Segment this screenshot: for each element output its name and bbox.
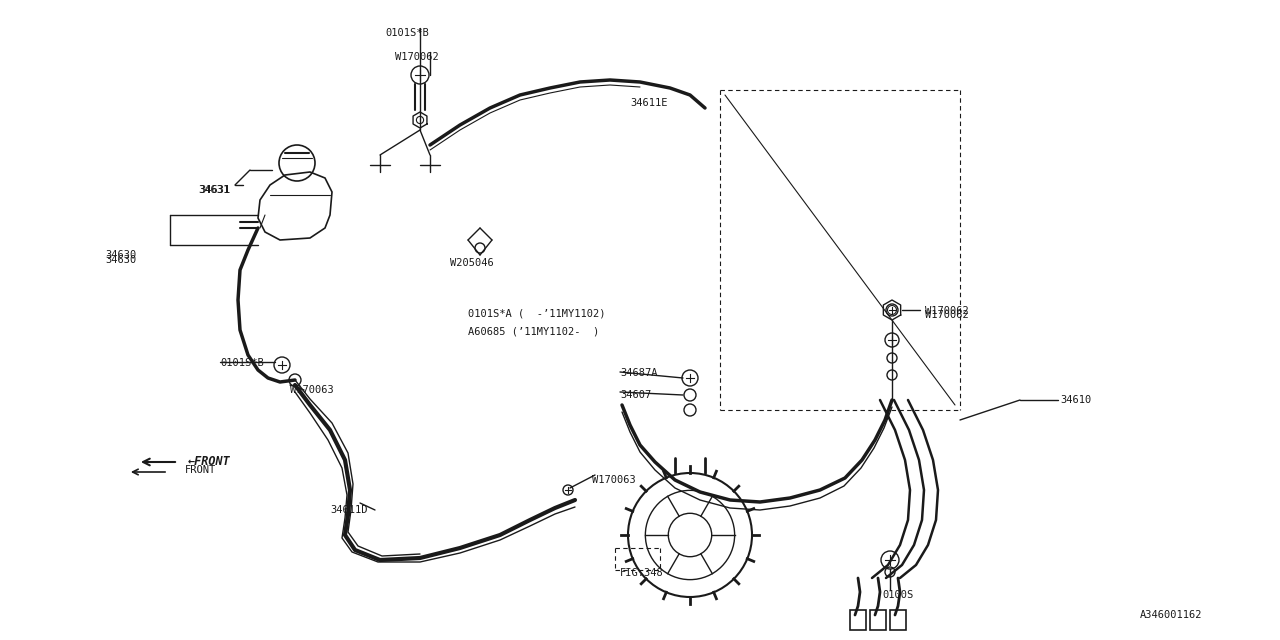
Text: A60685 (’11MY1102-  ): A60685 (’11MY1102- ) — [468, 326, 599, 336]
Text: 0101S*B: 0101S*B — [385, 28, 429, 38]
Text: 0101S*A (  -’11MY1102): 0101S*A ( -’11MY1102) — [468, 308, 605, 318]
Text: A346001162: A346001162 — [1140, 610, 1202, 620]
Text: 0101S*B: 0101S*B — [220, 358, 264, 368]
Text: 34630: 34630 — [105, 250, 136, 260]
Text: W170063: W170063 — [591, 475, 636, 485]
Text: 34611E: 34611E — [630, 98, 667, 108]
Text: FRONT: FRONT — [186, 465, 216, 475]
Text: W205046: W205046 — [451, 258, 494, 268]
Text: W170062: W170062 — [925, 306, 969, 316]
Text: 0100S: 0100S — [882, 590, 913, 600]
Text: FIG.348: FIG.348 — [620, 568, 664, 578]
Text: 34607: 34607 — [620, 390, 652, 400]
Text: 34630: 34630 — [105, 255, 136, 265]
Text: 34687A: 34687A — [620, 368, 658, 378]
Text: 34611D: 34611D — [330, 505, 367, 515]
Text: ←FRONT: ←FRONT — [188, 455, 230, 468]
Text: 34631: 34631 — [198, 185, 230, 195]
Text: W170062: W170062 — [925, 310, 969, 320]
Text: 34610: 34610 — [1060, 395, 1092, 405]
Text: 34631: 34631 — [198, 185, 229, 195]
Text: W170063: W170063 — [291, 385, 334, 395]
Text: W170062: W170062 — [396, 52, 439, 62]
